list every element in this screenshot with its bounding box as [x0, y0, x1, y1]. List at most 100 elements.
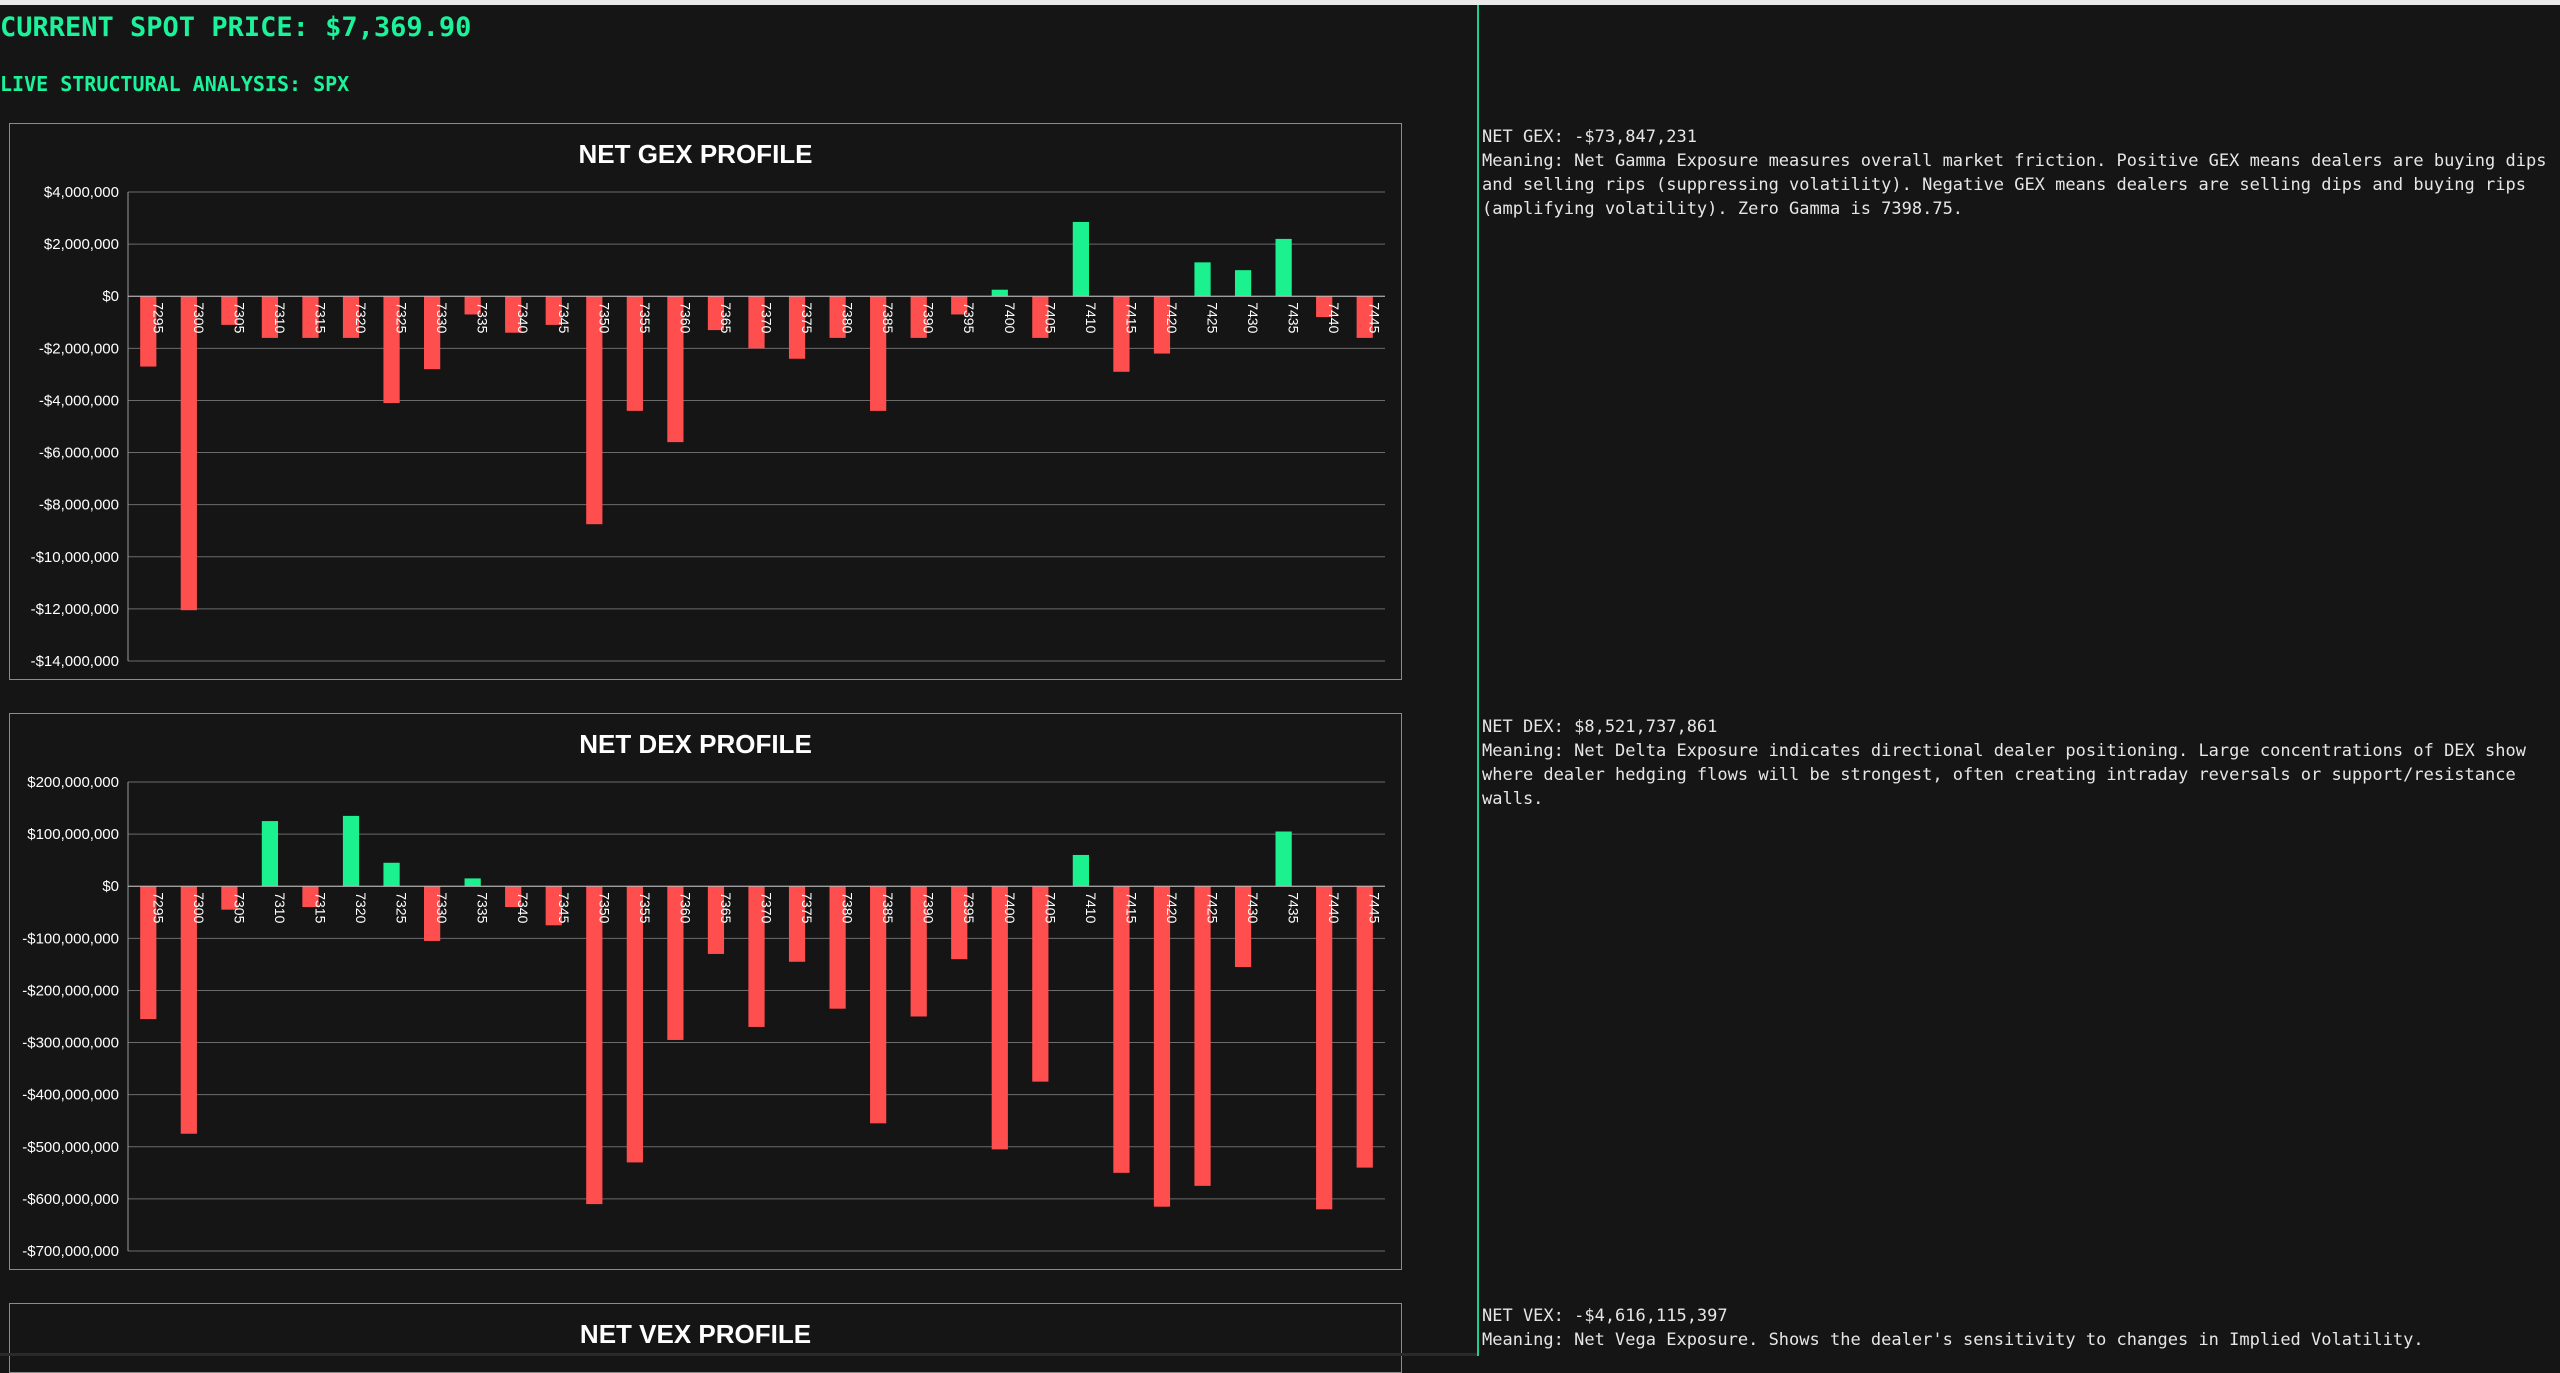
- gex-x-tick-label: 7445: [1367, 302, 1383, 333]
- gex-x-tick-label: 7300: [191, 302, 207, 333]
- gex-bar-7430: [1234, 270, 1252, 297]
- gex-y-tick-label: $4,000,000: [44, 184, 119, 201]
- dex-x-tick-label: 7360: [677, 892, 693, 923]
- gex-bar-7305: [221, 296, 238, 325]
- live-analysis-title: LIVE STRUCTURAL ANALYSIS: SPX: [0, 72, 350, 96]
- gex-bar-7390: [910, 296, 927, 338]
- dex-x-tick-label: 7335: [475, 892, 491, 923]
- gex-x-tick-label: 7335: [475, 302, 491, 333]
- gex-bar-7340: [505, 296, 522, 333]
- gex-x-tick-label: 7440: [1326, 302, 1342, 333]
- dex-y-tick-label: -$300,000,000: [22, 1035, 119, 1052]
- gex-y-tick-label: -$4,000,000: [39, 392, 119, 409]
- dex-x-tick-label: 7435: [1286, 892, 1302, 923]
- dex-x-tick-label: 7385: [880, 892, 896, 923]
- gex-x-tick-label: 7425: [1205, 302, 1221, 333]
- gex-x-tick-label: 7365: [718, 302, 734, 333]
- gex-bar-7295: [140, 296, 157, 367]
- gex-bar-7330: [424, 296, 441, 370]
- dex-bar-7405: [1032, 886, 1049, 1082]
- dex-bar-7350: [586, 886, 603, 1205]
- dex-info-panel: NET DEX: $8,521,737,861 Meaning: Net Del…: [1482, 715, 2552, 811]
- gex-bar-7425: [1194, 262, 1211, 297]
- gex-bar-7415: [1113, 296, 1130, 372]
- dex-x-tick-label: 7355: [637, 892, 653, 923]
- dex-x-tick-label: 7375: [799, 892, 815, 923]
- gex-x-tick-label: 7340: [515, 302, 531, 333]
- dex-bar-7305: [221, 886, 238, 910]
- dex-x-tick-label: 7365: [718, 892, 734, 923]
- gex-y-tick-label: -$6,000,000: [39, 445, 119, 462]
- gex-bar-7320: [342, 296, 360, 338]
- dex-x-tick-label: 7445: [1367, 892, 1383, 923]
- gex-x-tick-label: 7390: [921, 302, 937, 333]
- dex-bar-7440: [1316, 886, 1333, 1210]
- current-spot-price: CURRENT SPOT PRICE: $7,369.90: [0, 12, 472, 43]
- gex-x-tick-label: 7315: [312, 302, 328, 333]
- net-vex-chart-svg: NET VEX PROFILE: [580, 1319, 811, 1349]
- vex-info-panel: NET VEX: -$4,616,115,397 Meaning: Net Ve…: [1482, 1304, 2552, 1352]
- gex-bar-7300: [180, 296, 197, 611]
- dex-x-tick-label: 7340: [515, 892, 531, 923]
- gex-x-tick-label: 7405: [1042, 302, 1058, 333]
- gex-x-tick-label: 7295: [150, 302, 166, 333]
- dex-y-tick-label: -$400,000,000: [22, 1087, 119, 1104]
- dex-bar-7315: [302, 886, 319, 908]
- gex-bar-7335: [464, 296, 481, 315]
- gex-x-tick-label: 7395: [961, 302, 977, 333]
- gex-bar-7420: [1153, 296, 1171, 354]
- gex-bar-7435: [1275, 238, 1292, 297]
- dex-x-tick-label: 7300: [191, 892, 207, 923]
- dex-bar-7325: [383, 862, 400, 887]
- dex-y-tick-label: $100,000,000: [27, 826, 119, 843]
- dex-bar-7425: [1194, 886, 1211, 1186]
- gex-info-panel: NET GEX: -$73,847,231 Meaning: Net Gamma…: [1482, 125, 2552, 221]
- dex-chart-title: NET DEX PROFILE: [579, 729, 812, 759]
- gex-x-tick-label: 7410: [1083, 302, 1099, 333]
- dex-y-tick-label: -$200,000,000: [22, 982, 119, 999]
- dex-x-tick-label: 7325: [394, 892, 410, 923]
- gex-bar-7325: [383, 296, 400, 404]
- gex-x-tick-label: 7330: [434, 302, 450, 333]
- dex-bar-7340: [505, 886, 522, 908]
- dex-x-tick-label: 7350: [596, 892, 612, 923]
- net-gex-meaning: Meaning: Net Gamma Exposure measures ove…: [1482, 151, 2547, 219]
- gex-x-tick-label: 7375: [799, 302, 815, 333]
- gex-chart-title: NET GEX PROFILE: [578, 139, 812, 169]
- dex-x-tick-label: 7295: [150, 892, 166, 923]
- gex-bar-7350: [586, 296, 603, 525]
- gex-bar-7370: [748, 296, 765, 349]
- dex-bar-7330: [424, 886, 441, 941]
- gex-y-tick-label: -$10,000,000: [31, 549, 119, 566]
- panel-divider[interactable]: [1477, 5, 1479, 1356]
- dex-bar-7415: [1113, 886, 1130, 1173]
- dex-bar-7355: [626, 886, 643, 1163]
- net-vex-value: NET VEX: -$4,616,115,397: [1482, 1306, 1728, 1326]
- gex-x-tick-label: 7360: [677, 302, 693, 333]
- gex-bar-7410: [1072, 221, 1089, 297]
- dex-bar-7345: [545, 886, 562, 926]
- gex-y-tick-label: -$14,000,000: [31, 653, 119, 670]
- net-gex-chart-svg: NET GEX PROFILE $4,000,000 $2,000,000 $0 -$2…: [31, 139, 1385, 670]
- net-gex-chart: NET GEX PROFILE $4,000,000 $2,000,000 $0 -$2…: [9, 123, 1402, 680]
- dex-x-tick-label: 7345: [556, 892, 572, 923]
- gex-bar-7365: [707, 296, 725, 331]
- bottom-edge: [0, 1353, 1477, 1356]
- gex-x-tick-label: 7435: [1286, 302, 1302, 333]
- gex-bar-7355: [626, 296, 643, 411]
- dex-bar-7365: [707, 886, 725, 954]
- gex-bar-7310: [261, 296, 279, 338]
- dex-x-tick-label: 7305: [231, 892, 247, 923]
- dex-x-tick-label: 7310: [272, 892, 288, 923]
- gex-x-tick-label: 7415: [1123, 302, 1139, 333]
- dex-bar-7380: [829, 886, 846, 1009]
- dex-y-tick-label: -$700,000,000: [22, 1243, 119, 1260]
- dex-bar-7295: [140, 886, 157, 1020]
- dex-bar-7430: [1234, 886, 1252, 967]
- dex-x-tick-label: 7440: [1326, 892, 1342, 923]
- gex-x-tick-label: 7420: [1164, 302, 1180, 333]
- dex-x-tick-label: 7400: [1002, 892, 1018, 923]
- gex-x-tick-label: 7400: [1002, 302, 1018, 333]
- net-dex-chart: NET DEX PROFILE $200,000,000 $100,000,000 $…: [9, 713, 1402, 1270]
- dex-bar-7385: [870, 886, 887, 1124]
